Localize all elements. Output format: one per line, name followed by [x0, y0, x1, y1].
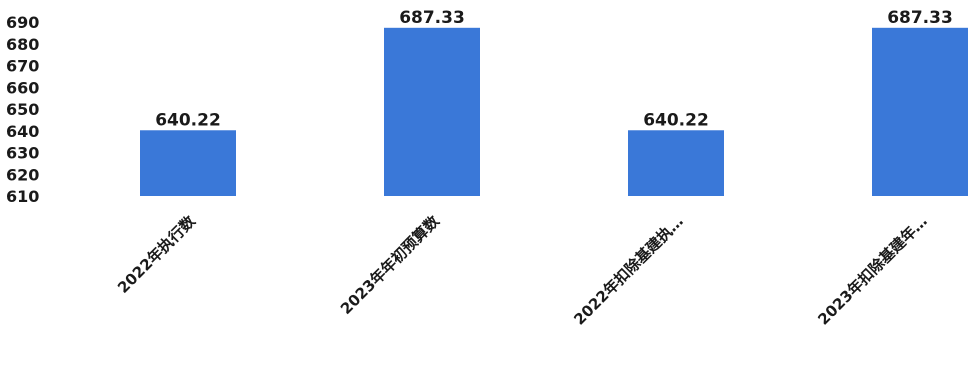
bar-data-label: 687.33	[887, 8, 953, 28]
y-tick-label: 660	[6, 78, 39, 97]
bar	[628, 130, 724, 196]
bar	[384, 27, 480, 196]
y-axis: 610 620 630 640 650 660 670 680 690	[6, 13, 39, 206]
x-category-label: 2022年扣除基建执…	[570, 212, 686, 328]
x-axis: 2022年执行数 2023年年初预算数 2022年扣除基建执… 2023年扣除基建年…	[114, 211, 931, 328]
y-tick-label: 680	[6, 35, 39, 54]
y-tick-label: 610	[6, 187, 39, 206]
y-tick-label: 650	[6, 100, 39, 119]
y-tick-label: 670	[6, 57, 39, 76]
bar-data-label: 687.33	[399, 8, 465, 28]
bar	[140, 130, 236, 196]
y-tick-label: 640	[6, 122, 39, 141]
x-category-label: 2023年年初预算数	[337, 211, 444, 318]
bars-group	[140, 27, 968, 196]
x-category-label: 2023年扣除基建年…	[814, 212, 930, 328]
x-category-label: 2022年执行数	[114, 211, 199, 296]
bar-data-label: 640.22	[643, 110, 709, 130]
data-labels-group: 640.22 687.33 640.22 687.33	[155, 8, 953, 130]
y-tick-label: 630	[6, 144, 39, 163]
y-tick-label: 620	[6, 165, 39, 184]
y-tick-label: 690	[6, 13, 39, 32]
bar	[872, 27, 968, 196]
bar-data-label: 640.22	[155, 110, 221, 130]
